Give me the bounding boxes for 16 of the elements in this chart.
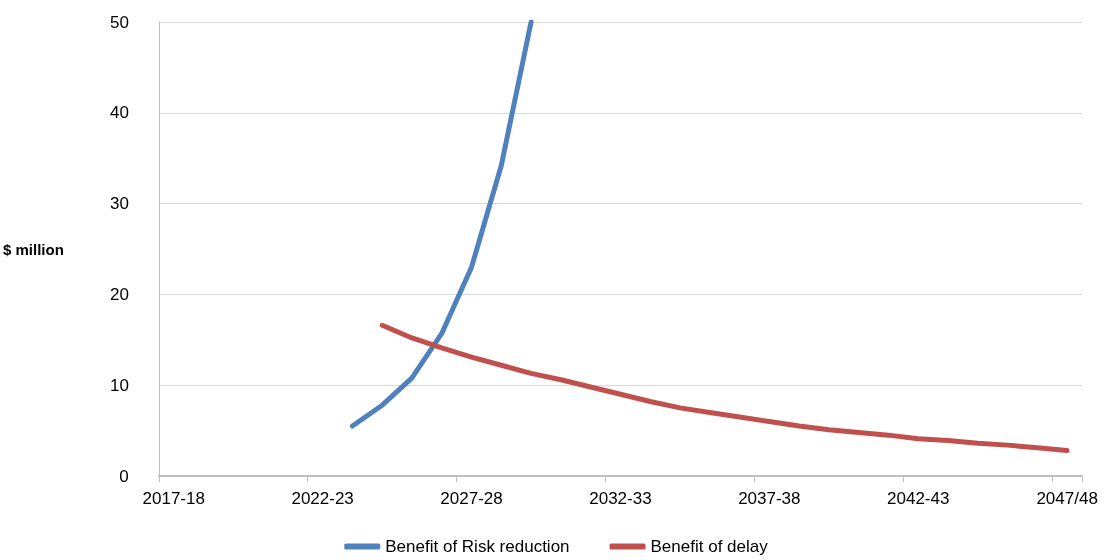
y-tick-label: 0 xyxy=(119,466,129,486)
x-tick-label: 2027-28 xyxy=(440,489,503,508)
x-tick-label: 2022-23 xyxy=(291,489,354,508)
y-axis-title: $ million xyxy=(3,240,64,258)
y-tick-label: 10 xyxy=(109,375,129,395)
x-tick-label: 2017-18 xyxy=(142,489,205,508)
y-tick-label: 40 xyxy=(109,103,129,123)
x-tick-label: 2047/48 xyxy=(1036,489,1098,508)
x-tick-label: 2037-38 xyxy=(738,489,801,508)
legend-label: Benefit of Risk reduction xyxy=(385,537,570,556)
x-tick-label: 2042-43 xyxy=(887,489,950,508)
legend-label: Benefit of delay xyxy=(650,537,769,556)
y-tick-label: 20 xyxy=(109,284,129,304)
x-tick-label: 2032-33 xyxy=(589,489,652,508)
y-tick-label: 30 xyxy=(109,194,129,214)
y-tick-label: 50 xyxy=(109,12,129,32)
